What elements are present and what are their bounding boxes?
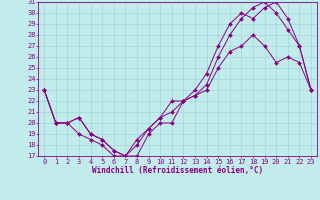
X-axis label: Windchill (Refroidissement éolien,°C): Windchill (Refroidissement éolien,°C) [92, 166, 263, 175]
